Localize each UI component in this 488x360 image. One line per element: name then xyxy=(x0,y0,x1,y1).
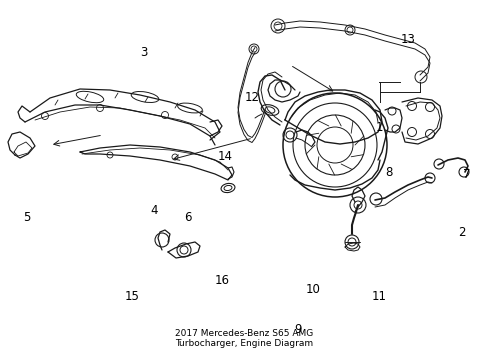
Text: 14: 14 xyxy=(217,150,232,163)
Text: 10: 10 xyxy=(305,283,320,296)
Text: 2017 Mercedes-Benz S65 AMG
Turbocharger, Engine Diagram: 2017 Mercedes-Benz S65 AMG Turbocharger,… xyxy=(175,329,313,348)
Text: 8: 8 xyxy=(384,166,392,179)
Text: 6: 6 xyxy=(184,211,192,224)
Text: 5: 5 xyxy=(23,211,31,224)
Text: 3: 3 xyxy=(140,46,148,59)
Text: 9: 9 xyxy=(294,323,302,336)
Text: 12: 12 xyxy=(244,91,259,104)
Text: 11: 11 xyxy=(371,291,386,303)
Text: 7: 7 xyxy=(462,168,470,181)
Text: 15: 15 xyxy=(124,291,139,303)
Text: 1: 1 xyxy=(374,121,382,134)
Text: 16: 16 xyxy=(215,274,229,287)
Text: 13: 13 xyxy=(400,33,415,46)
Text: 4: 4 xyxy=(150,204,158,217)
Text: 2: 2 xyxy=(457,226,465,239)
